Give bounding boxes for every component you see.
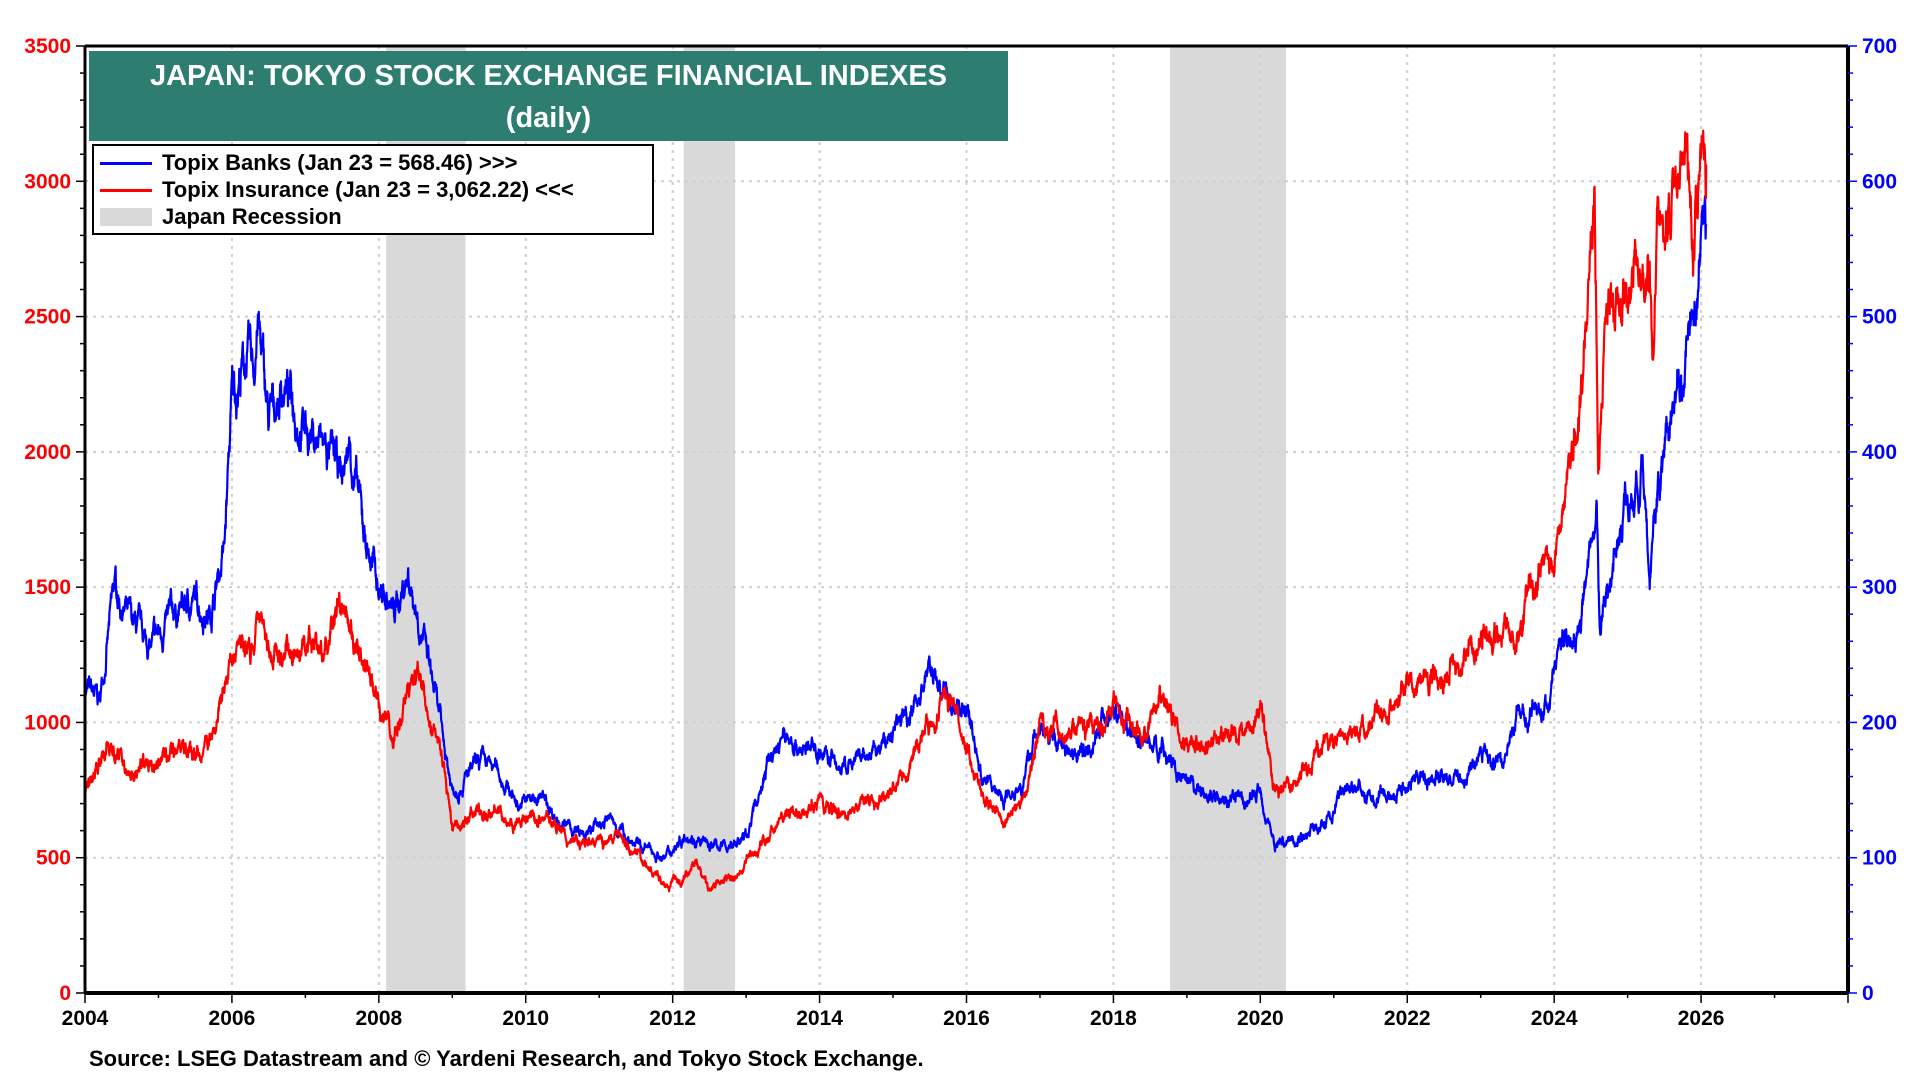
- legend-swatch-insurance: [100, 188, 152, 192]
- left-tick-label: 0: [59, 982, 71, 1005]
- right-tick-label: 0: [1862, 982, 1874, 1005]
- x-tick-label: 2020: [1237, 1007, 1284, 1030]
- left-tick-label: 3500: [24, 35, 71, 58]
- legend-label-recession: Japan Recession: [162, 204, 342, 229]
- series-line-topix-banks: [83, 195, 1708, 864]
- legend-label-insurance: Topix Insurance (Jan 23 = 3,062.22) <<<: [162, 177, 574, 202]
- legend-item-insurance: Topix Insurance (Jan 23 = 3,062.22) <<<: [100, 177, 574, 203]
- x-tick-label: 2008: [355, 1007, 402, 1030]
- x-tick-label: 2018: [1090, 1007, 1137, 1030]
- legend-item-recession: Japan Recession: [100, 204, 342, 230]
- legend-item-banks: Topix Banks (Jan 23 = 568.46) >>>: [100, 150, 517, 176]
- gridlines: [85, 46, 1848, 993]
- x-tick-label: 2016: [943, 1007, 990, 1030]
- series-line-topix-insurance: [83, 129, 1708, 893]
- legend: Topix Banks (Jan 23 = 568.46) >>> Topix …: [92, 144, 654, 235]
- axes: 0 500 1000 1500 2000 2500 3000 3500 0 100 200 300 40…: [24, 35, 1897, 1030]
- x-tick-label: 2024: [1531, 1007, 1578, 1030]
- x-tick-label: 2026: [1678, 1007, 1725, 1030]
- left-tick-label: 1000: [24, 711, 71, 734]
- right-tick-label: 600: [1862, 170, 1897, 193]
- right-tick-label: 700: [1862, 35, 1897, 58]
- x-tick-label: 2004: [62, 1007, 109, 1030]
- x-tick-label: 2010: [502, 1007, 549, 1030]
- right-tick-label: 500: [1862, 306, 1897, 329]
- legend-label-banks: Topix Banks (Jan 23 = 568.46) >>>: [162, 150, 518, 175]
- left-tick-label: 500: [36, 847, 71, 870]
- right-tick-label: 300: [1862, 576, 1897, 599]
- left-tick-label: 2500: [24, 306, 71, 329]
- right-tick-label: 200: [1862, 711, 1897, 734]
- right-tick-label: 400: [1862, 441, 1897, 464]
- left-tick-label: 1500: [24, 576, 71, 599]
- chart-subtitle: (daily): [505, 102, 592, 134]
- legend-swatch-recession: [100, 208, 152, 226]
- x-tick-label: 2012: [649, 1007, 696, 1030]
- chart-title-box: JAPAN: TOKYO STOCK EXCHANGE FINANCIAL IN…: [89, 51, 1008, 141]
- x-tick-label: 2022: [1384, 1007, 1431, 1030]
- x-tick-label: 2014: [796, 1007, 843, 1030]
- left-tick-label: 2000: [24, 441, 71, 464]
- right-tick-label: 100: [1862, 847, 1897, 870]
- source-note: Source: LSEG Datastream and © Yardeni Re…: [89, 1046, 924, 1071]
- x-tick-label: 2006: [209, 1007, 256, 1030]
- series-lines: [83, 129, 1708, 893]
- recession-band: [1169, 46, 1287, 993]
- left-tick-label: 3000: [24, 170, 71, 193]
- chart-title: JAPAN: TOKYO STOCK EXCHANGE FINANCIAL IN…: [149, 60, 948, 92]
- legend-swatch-banks: [100, 161, 152, 165]
